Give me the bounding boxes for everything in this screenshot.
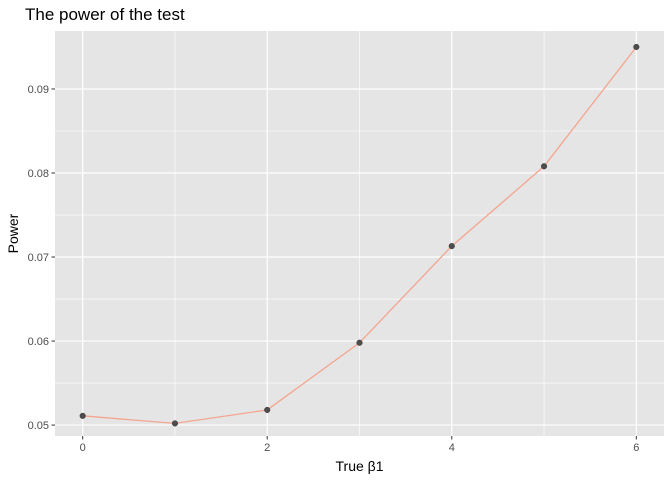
y-tick-label: 0.06 bbox=[28, 336, 49, 348]
x-tick-label: 4 bbox=[449, 442, 455, 454]
x-tick-label: 6 bbox=[633, 442, 639, 454]
data-point bbox=[540, 163, 548, 170]
data-point bbox=[356, 339, 363, 346]
minor-gridlines bbox=[55, 31, 664, 436]
chart-title: The power of the test bbox=[25, 5, 185, 24]
y-tick-label: 0.05 bbox=[28, 420, 49, 432]
data-point bbox=[264, 406, 271, 414]
y-tick-label: 0.09 bbox=[28, 84, 49, 96]
x-tick-label: 0 bbox=[80, 442, 86, 454]
x-axis-ticks: 0 2 4 6 bbox=[80, 436, 639, 454]
data-points bbox=[79, 43, 640, 427]
data-point bbox=[171, 420, 179, 427]
x-axis-title: True β1 bbox=[336, 458, 384, 474]
data-point bbox=[79, 412, 86, 419]
data-point bbox=[448, 243, 455, 250]
y-tick-label: 0.08 bbox=[28, 168, 49, 180]
major-gridlines bbox=[55, 31, 664, 436]
y-axis-ticks: 0.05 0.06 0.07 0.08 0.09 bbox=[28, 84, 55, 432]
y-tick-label: 0.07 bbox=[28, 252, 49, 264]
data-point bbox=[633, 43, 640, 51]
x-tick-label: 2 bbox=[264, 442, 270, 454]
y-axis-title: Power bbox=[5, 213, 21, 253]
